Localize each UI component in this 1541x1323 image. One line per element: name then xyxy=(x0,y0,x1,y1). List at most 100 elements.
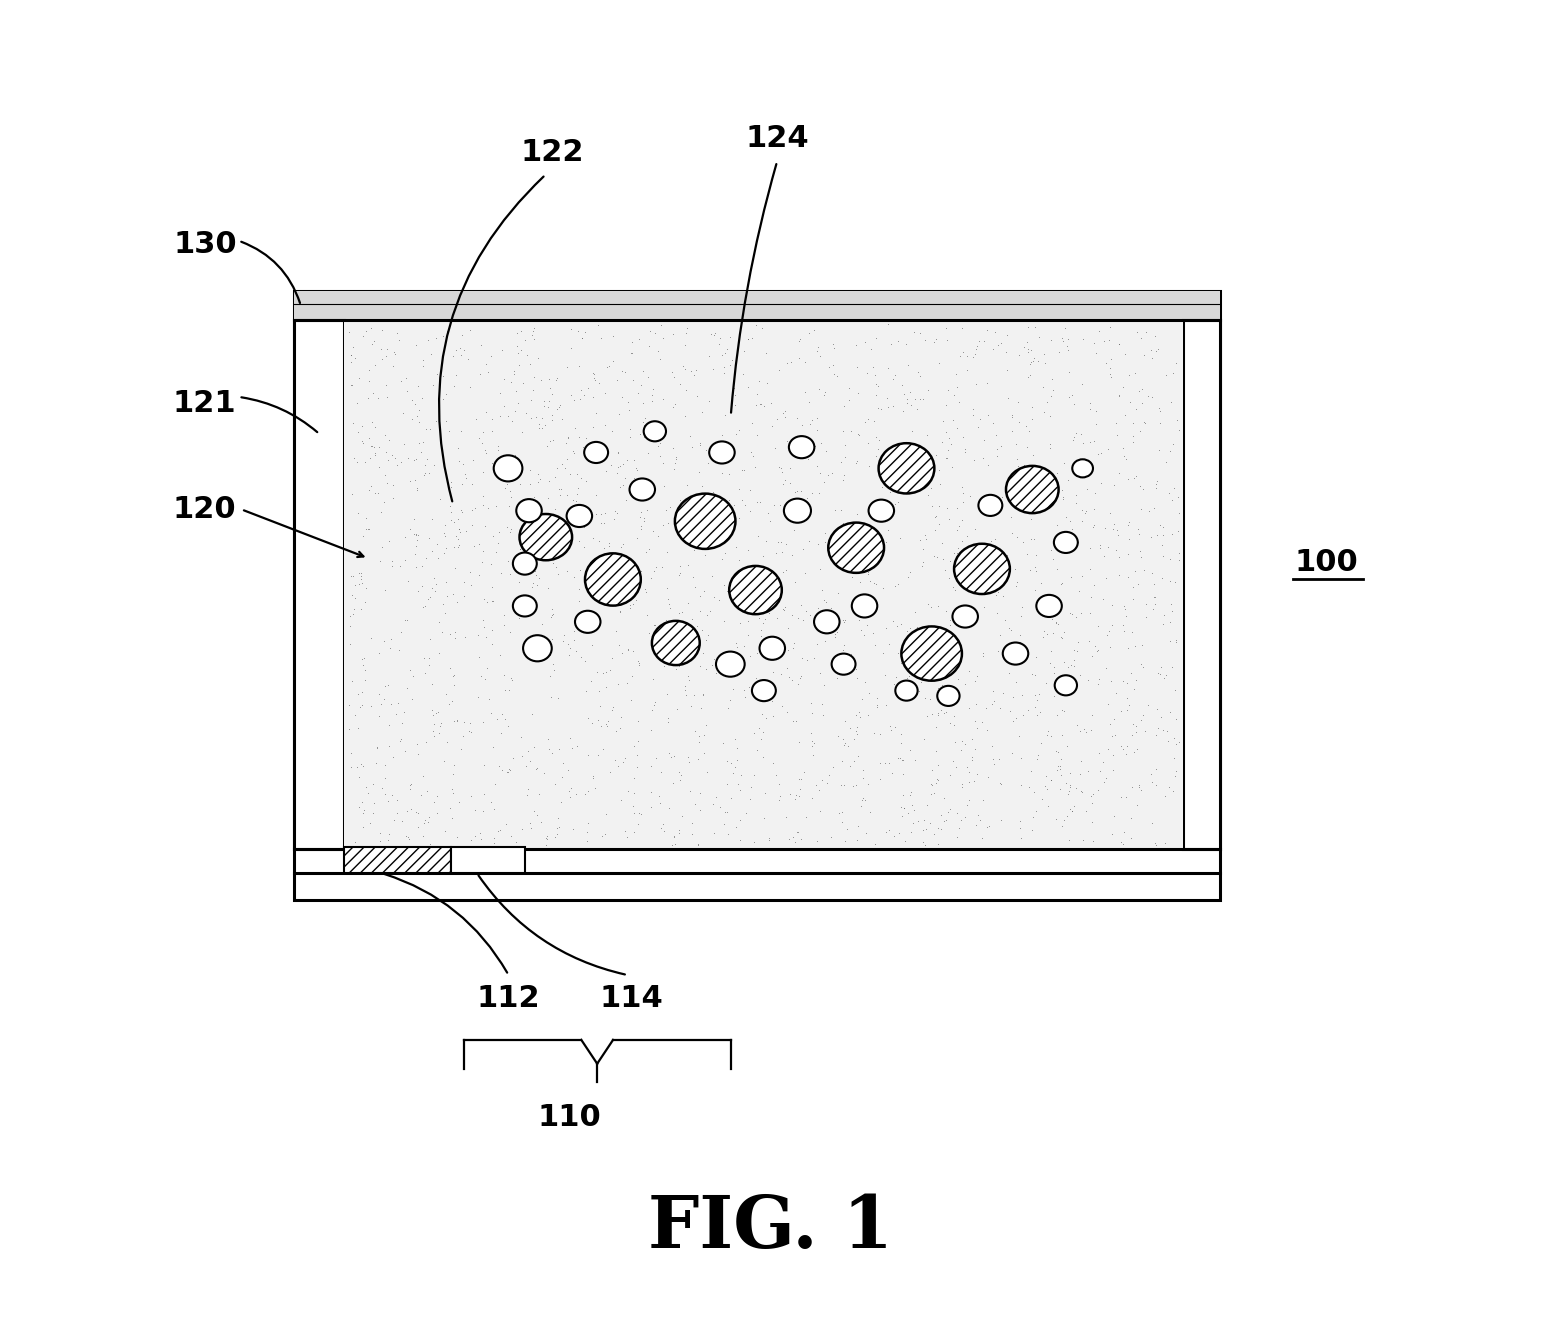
Point xyxy=(610,751,635,773)
Point xyxy=(1080,830,1105,851)
Point xyxy=(629,516,653,537)
Point xyxy=(373,783,398,804)
Point xyxy=(507,355,532,376)
Point xyxy=(926,755,951,777)
Point xyxy=(1140,348,1165,369)
Point xyxy=(1106,525,1131,546)
Ellipse shape xyxy=(522,635,552,662)
Point xyxy=(1082,332,1106,353)
Point xyxy=(724,749,749,770)
Point xyxy=(1088,537,1113,558)
Point xyxy=(433,537,458,558)
Point xyxy=(542,659,567,680)
Point xyxy=(687,435,712,456)
Point xyxy=(373,464,398,486)
Point xyxy=(1148,664,1173,685)
Point xyxy=(994,545,1019,566)
Point xyxy=(747,607,772,628)
Point xyxy=(769,578,794,599)
Point xyxy=(405,376,430,397)
Point xyxy=(519,548,544,569)
Point xyxy=(635,605,660,626)
Point xyxy=(482,454,507,475)
Point xyxy=(787,347,812,368)
Text: 122: 122 xyxy=(521,138,584,167)
Point xyxy=(1167,732,1191,753)
Point xyxy=(945,497,969,519)
Point xyxy=(498,759,522,781)
Point xyxy=(1045,515,1069,536)
Point xyxy=(539,628,564,650)
Point xyxy=(507,607,532,628)
Point xyxy=(472,495,496,516)
Point xyxy=(1008,810,1032,831)
Point xyxy=(1079,393,1103,414)
Point xyxy=(447,519,472,540)
Point xyxy=(391,610,416,631)
Point xyxy=(425,803,450,824)
Point xyxy=(1039,491,1063,512)
Point xyxy=(683,720,707,741)
Ellipse shape xyxy=(828,523,885,573)
Point xyxy=(422,581,447,602)
Point xyxy=(586,745,610,766)
Point xyxy=(1036,721,1060,742)
Point xyxy=(1113,744,1137,765)
Point xyxy=(1028,478,1053,499)
Point xyxy=(621,450,646,471)
Point xyxy=(618,418,643,439)
Point xyxy=(1074,800,1099,822)
Point xyxy=(937,568,962,589)
Point xyxy=(735,328,760,349)
Point xyxy=(723,651,747,672)
Point xyxy=(350,648,374,669)
Point xyxy=(582,778,607,799)
Point xyxy=(1069,565,1094,586)
Point xyxy=(752,564,777,585)
Point xyxy=(1069,511,1094,532)
Point xyxy=(476,688,501,709)
Point xyxy=(1009,652,1034,673)
Point xyxy=(404,734,428,755)
Point xyxy=(883,442,908,463)
Point xyxy=(1036,795,1060,816)
Point xyxy=(837,377,861,398)
Point xyxy=(607,601,632,622)
Point xyxy=(975,319,1000,340)
Point xyxy=(445,591,470,613)
Point xyxy=(713,802,738,823)
Point xyxy=(774,558,798,579)
Point xyxy=(824,622,849,643)
Point xyxy=(877,753,901,774)
Point xyxy=(741,722,766,744)
Point xyxy=(937,427,962,448)
Point xyxy=(946,537,971,558)
Point xyxy=(975,552,1000,573)
Point xyxy=(536,368,561,389)
Point xyxy=(985,446,1009,467)
Point xyxy=(895,802,920,823)
Point xyxy=(918,647,943,668)
Ellipse shape xyxy=(784,499,811,523)
Point xyxy=(1091,545,1116,566)
Point xyxy=(1167,520,1191,541)
Point xyxy=(686,749,710,770)
Point xyxy=(509,564,533,585)
Point xyxy=(436,693,461,714)
Point xyxy=(673,684,698,705)
Point xyxy=(593,591,618,613)
Point xyxy=(376,714,401,736)
Ellipse shape xyxy=(630,479,655,500)
Point xyxy=(1106,463,1131,484)
Point xyxy=(1045,558,1069,579)
Point xyxy=(897,740,922,761)
Point xyxy=(701,586,726,607)
Point xyxy=(470,422,495,443)
Point xyxy=(371,688,396,709)
Point xyxy=(1008,605,1032,626)
Point xyxy=(629,561,653,582)
Point xyxy=(712,357,737,378)
Point xyxy=(1140,598,1165,619)
Point xyxy=(1099,823,1123,844)
Point xyxy=(732,679,757,700)
